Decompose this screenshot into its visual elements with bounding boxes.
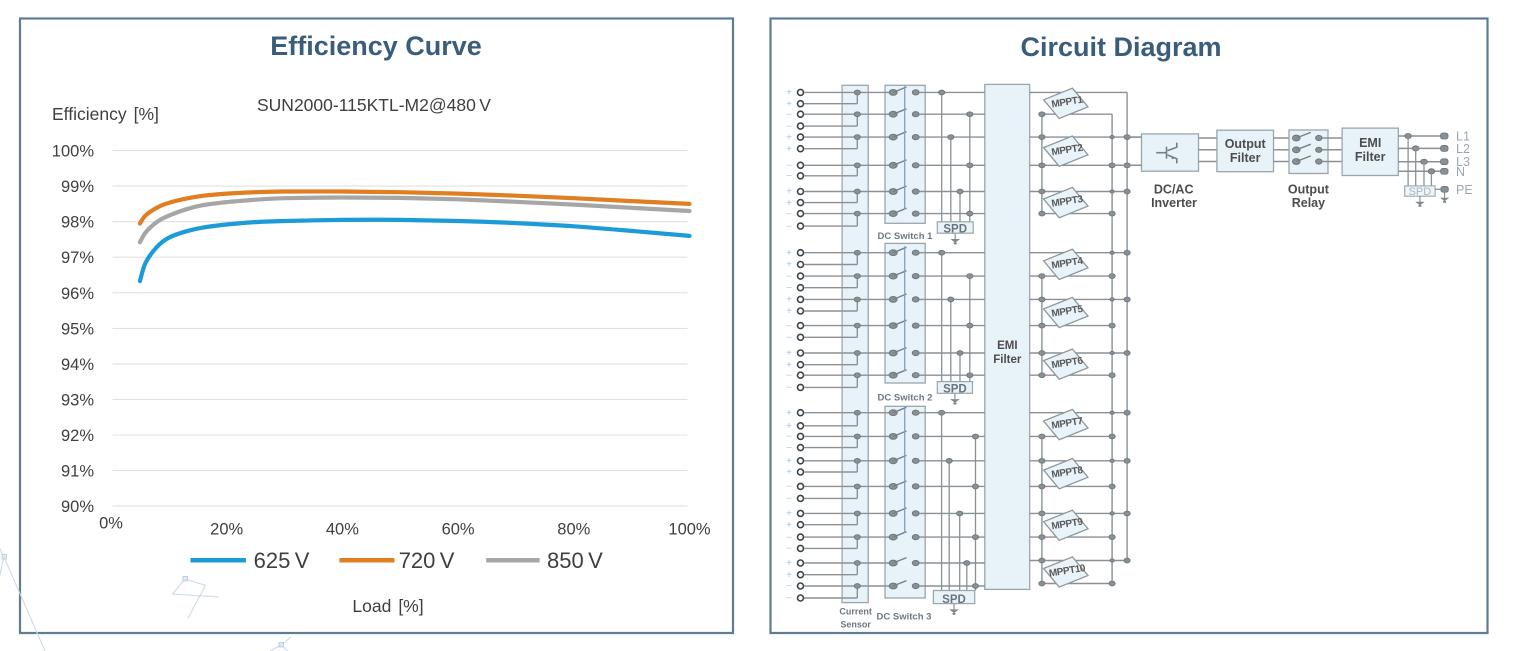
- svg-text:−: −: [786, 494, 792, 505]
- svg-text:MPPT8: MPPT8: [1051, 465, 1085, 481]
- svg-text:−: −: [786, 432, 792, 443]
- svg-text:20%: 20%: [210, 521, 243, 539]
- svg-text:DC Switch 2: DC Switch 2: [878, 392, 933, 403]
- svg-text:+: +: [786, 509, 792, 520]
- svg-text:DC Switch 1: DC Switch 1: [878, 231, 934, 242]
- svg-text:Load [%]: Load [%]: [352, 596, 423, 616]
- svg-text:−: −: [786, 109, 792, 120]
- svg-text:+: +: [786, 99, 792, 110]
- svg-text:−: −: [786, 593, 792, 604]
- svg-text:−: −: [786, 532, 792, 543]
- svg-text:MPPT4: MPPT4: [1051, 256, 1085, 272]
- svg-text:98%: 98%: [61, 214, 94, 232]
- svg-text:Filter: Filter: [1355, 150, 1386, 164]
- svg-text:91%: 91%: [61, 463, 94, 481]
- svg-text:92%: 92%: [61, 427, 94, 445]
- svg-text:625 V: 625 V: [254, 548, 310, 573]
- svg-text:97%: 97%: [61, 249, 94, 267]
- svg-text:MPPT3: MPPT3: [1051, 194, 1085, 210]
- svg-text:−: −: [786, 271, 792, 282]
- svg-text:SPD: SPD: [943, 384, 967, 396]
- svg-text:Output: Output: [1225, 137, 1267, 151]
- svg-text:90%: 90%: [61, 498, 94, 516]
- svg-text:100%: 100%: [668, 521, 711, 539]
- svg-text:−: −: [786, 221, 792, 232]
- svg-text:−: −: [786, 171, 792, 182]
- svg-text:Inverter: Inverter: [1151, 196, 1197, 210]
- svg-text:Filter: Filter: [993, 354, 1022, 366]
- svg-text:−: −: [786, 161, 792, 172]
- svg-text:MPPT2: MPPT2: [1051, 142, 1085, 158]
- svg-text:SPD: SPD: [942, 594, 966, 606]
- svg-text:+: +: [786, 295, 792, 306]
- svg-text:+: +: [786, 570, 792, 581]
- svg-text:EMI: EMI: [997, 340, 1017, 352]
- svg-text:+: +: [786, 408, 792, 419]
- svg-text:L3: L3: [1456, 155, 1470, 169]
- svg-text:40%: 40%: [326, 521, 359, 539]
- svg-text:+: +: [786, 248, 792, 259]
- svg-text:850 V: 850 V: [547, 548, 603, 573]
- svg-text:Output: Output: [1288, 183, 1330, 197]
- svg-text:PE: PE: [1456, 183, 1473, 197]
- svg-text:MPPT6: MPPT6: [1051, 355, 1085, 371]
- svg-text:−: −: [786, 482, 792, 493]
- svg-text:SUN2000-115KTL-M2@480 V: SUN2000-115KTL-M2@480 V: [257, 95, 491, 115]
- svg-text:+: +: [786, 187, 792, 198]
- svg-text:DC/AC: DC/AC: [1154, 183, 1194, 197]
- svg-text:L2: L2: [1456, 142, 1470, 156]
- svg-text:−: −: [786, 121, 792, 132]
- svg-text:94%: 94%: [61, 356, 94, 374]
- svg-text:96%: 96%: [61, 285, 94, 303]
- svg-text:+: +: [786, 348, 792, 359]
- svg-text:+: +: [786, 558, 792, 569]
- svg-text:+: +: [786, 306, 792, 317]
- svg-text:SPD: SPD: [1409, 186, 1432, 198]
- svg-text:+: +: [786, 467, 792, 478]
- svg-text:−: −: [786, 209, 792, 220]
- svg-text:L1: L1: [1456, 130, 1470, 144]
- svg-text:+: +: [786, 198, 792, 209]
- svg-text:+: +: [786, 144, 792, 155]
- svg-text:−: −: [786, 283, 792, 294]
- svg-text:99%: 99%: [61, 178, 94, 196]
- svg-text:+: +: [786, 456, 792, 467]
- svg-text:MPPT7: MPPT7: [1051, 416, 1085, 432]
- svg-text:−: −: [786, 321, 792, 332]
- svg-text:EMI: EMI: [1359, 136, 1381, 150]
- svg-text:Efficiency [%]: Efficiency [%]: [52, 104, 159, 124]
- svg-text:−: −: [786, 544, 792, 555]
- svg-text:+: +: [786, 421, 792, 432]
- svg-text:−: −: [786, 581, 792, 592]
- svg-text:95%: 95%: [61, 320, 94, 338]
- svg-text:80%: 80%: [557, 521, 590, 539]
- svg-text:720 V: 720 V: [399, 548, 455, 573]
- svg-text:93%: 93%: [61, 391, 94, 409]
- svg-text:Sensor: Sensor: [840, 620, 871, 630]
- svg-text:+: +: [786, 132, 792, 143]
- svg-text:−: −: [786, 333, 792, 344]
- svg-text:MPPT1: MPPT1: [1051, 95, 1085, 111]
- svg-text:+: +: [786, 88, 792, 99]
- svg-text:−: −: [786, 370, 792, 381]
- svg-text:100%: 100%: [52, 143, 95, 161]
- svg-text:DC Switch 3: DC Switch 3: [877, 612, 932, 623]
- svg-text:Current: Current: [839, 607, 872, 617]
- svg-text:60%: 60%: [442, 521, 475, 539]
- svg-text:Efficiency Curve: Efficiency Curve: [270, 31, 482, 61]
- svg-text:Filter: Filter: [1230, 151, 1261, 165]
- svg-text:MPPT5: MPPT5: [1051, 304, 1085, 320]
- svg-text:SPD: SPD: [943, 223, 967, 235]
- svg-text:+: +: [786, 360, 792, 371]
- svg-text:−: −: [786, 443, 792, 454]
- svg-text:−: −: [786, 383, 792, 394]
- svg-text:Circuit Diagram: Circuit Diagram: [1020, 32, 1221, 62]
- svg-text:+: +: [786, 520, 792, 531]
- svg-text:0%: 0%: [99, 515, 123, 533]
- svg-text:MPPT9: MPPT9: [1051, 516, 1085, 532]
- svg-text:Relay: Relay: [1292, 196, 1325, 210]
- svg-text:N: N: [1456, 165, 1465, 179]
- svg-text:+: +: [786, 260, 792, 271]
